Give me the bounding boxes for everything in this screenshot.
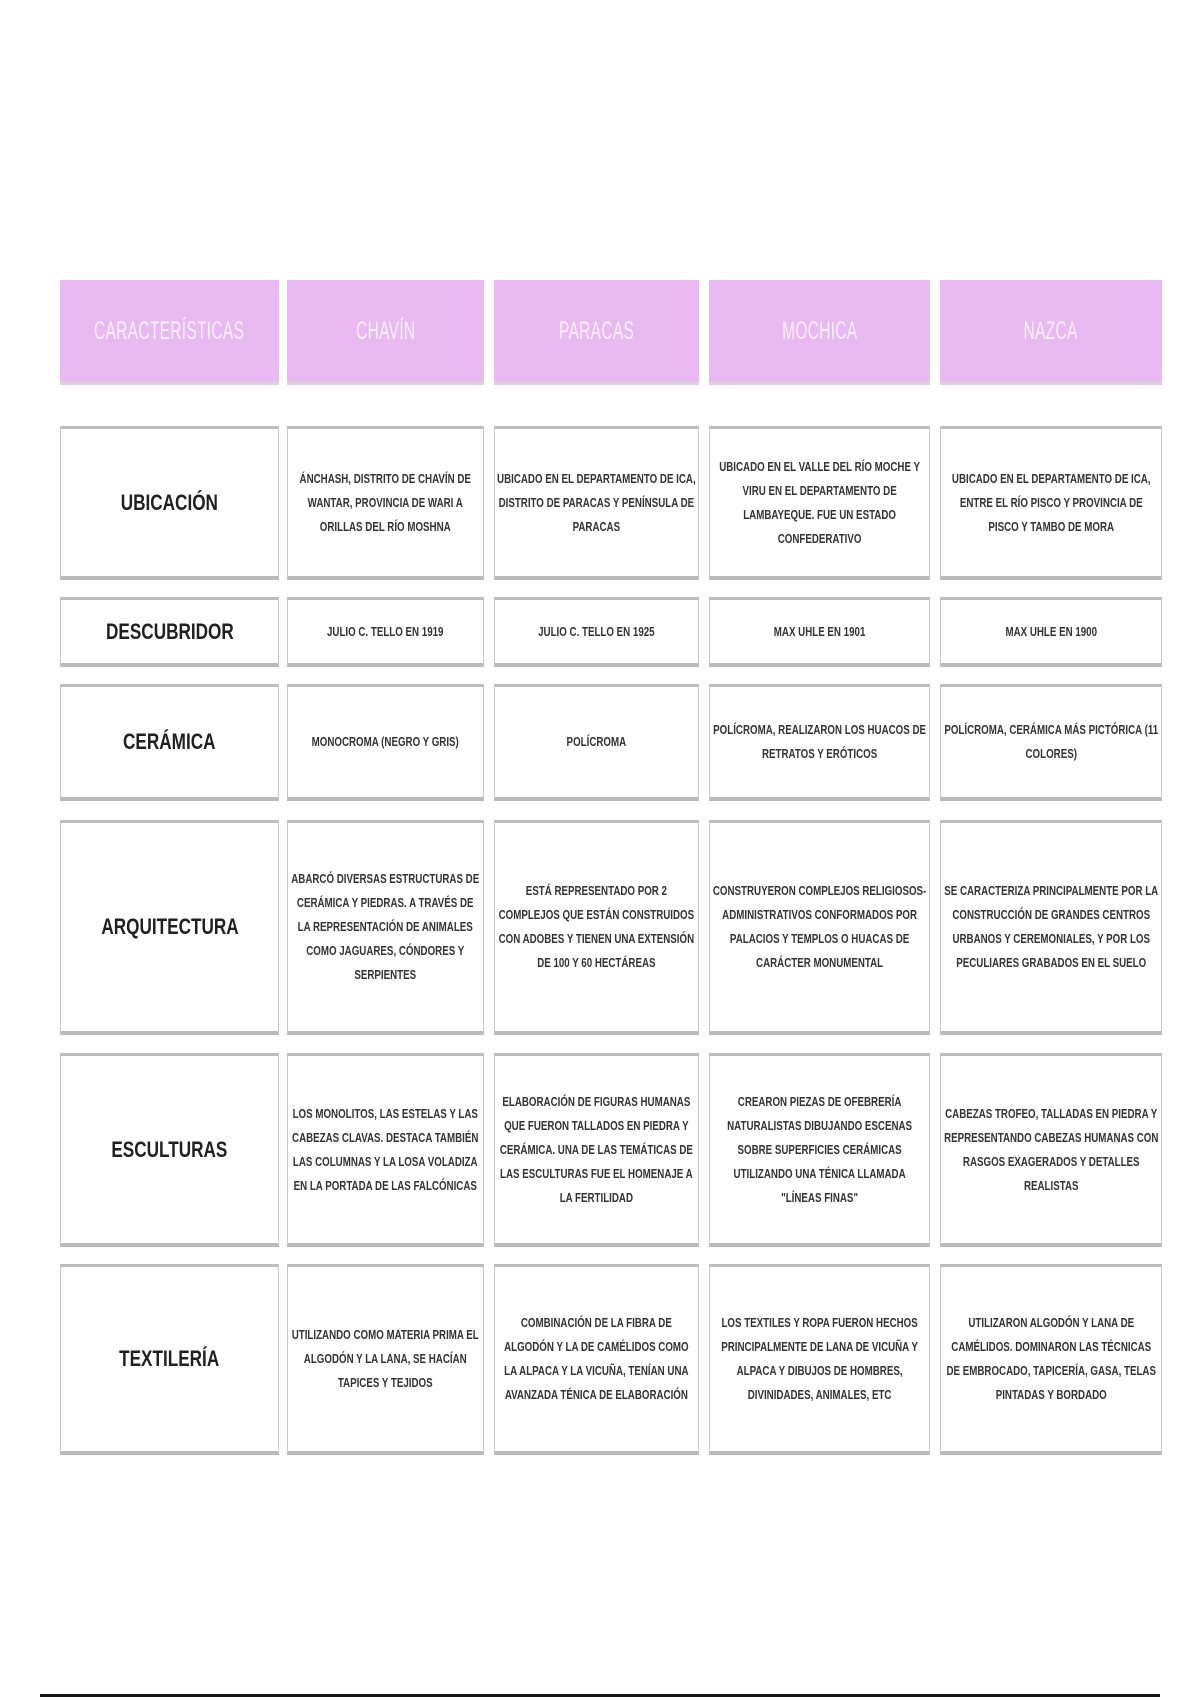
row-label-cell: ESCULTURAS [60,1053,279,1247]
table-cell-text: MONOCROMA (NEGRO Y GRIS) [311,735,460,749]
table-cell: POLÍCROMA, REALIZARON LOS HUACOS DE RETR… [709,684,930,801]
row-label-cell-text: CERÁMICA [123,729,216,754]
table-cell-text: UBICADO EN EL VALLE DEL RÍO MOCHE Y VIRU… [719,459,920,546]
row-label-cell: TEXTILERÍA [60,1264,279,1455]
table-cell-text: MAX UHLE EN 1900 [1005,624,1097,639]
table-cell-text: CABEZAS TROFEO, TALLADAS EN PIEDRA Y REP… [943,1106,1159,1193]
table-cell-text: UTILIZANDO COMO MATERIA PRIMA EL ALGODÓN… [291,1328,480,1390]
table-cell-text: CREARON PIEZAS DE OFEBRERÍA NATURALISTAS… [727,1094,912,1205]
header-cell-text: MOCHICA [781,316,858,345]
table-cell-text: ESTÁ REPRESENTADO POR 2 COMPLEJOS QUE ES… [498,884,695,970]
table-cell: CABEZAS TROFEO, TALLADAS EN PIEDRA Y REP… [940,1053,1162,1247]
table-cell-text: UTILIZARON ALGODÓN Y LANA DE CAMÉLIDOS. … [946,1316,1156,1402]
table-cell-text: COMBINACIÓN DE LA FIBRA DE ALGODÓN Y LA … [504,1316,689,1402]
row-label-cell-text: DESCUBRIDOR [105,618,234,644]
header-cell-text: PARACAS [558,316,635,345]
table-cell: ELABORACIÓN DE FIGURAS HUMANAS QUE FUERO… [494,1053,699,1247]
table-cell-text: ABARCÓ DIVERSAS ESTRUCTURAS DE CERÁMICA … [291,872,480,982]
table-cell: UTILIZARON ALGODÓN Y LANA DE CAMÉLIDOS. … [940,1264,1162,1455]
table-cell: COMBINACIÓN DE LA FIBRA DE ALGODÓN Y LA … [494,1264,699,1455]
row-label-cell: ARQUITECTURA [60,820,279,1035]
table-cell: CREARON PIEZAS DE OFEBRERÍA NATURALISTAS… [709,1053,930,1247]
table-cell: LOS TEXTILES Y ROPA FUERON HECHOS PRINCI… [709,1264,930,1455]
row-label-cell: CERÁMICA [60,684,279,801]
table-cell: LOS MONOLITOS, LAS ESTELAS Y LAS CABEZAS… [287,1053,484,1247]
table-cell: MAX UHLE EN 1900 [940,597,1162,667]
header-cell: MOCHICA [709,280,930,385]
header-cell-text: NAZCA [1023,316,1079,345]
table-cell: ESTÁ REPRESENTADO POR 2 COMPLEJOS QUE ES… [494,820,699,1035]
table-cell-text: UBICADO EN EL DEPARTAMENTO DE ICA, ENTRE… [951,471,1151,534]
row-label-cell: DESCUBRIDOR [60,597,279,667]
table-cell-text: LOS MONOLITOS, LAS ESTELAS Y LAS CABEZAS… [292,1106,479,1193]
table-cell-text: SE CARACTERIZA PRINCIPALMENTE POR LA CON… [944,884,1158,970]
row-label-cell-text: ESCULTURAS [111,1136,228,1162]
table-cell-text: JULIO C. TELLO EN 1919 [327,624,444,639]
header-cell: CARACTERÍSTICAS [60,280,279,385]
table-cell: MAX UHLE EN 1901 [709,597,930,667]
table-cell-text: LOS TEXTILES Y ROPA FUERON HECHOS PRINCI… [721,1316,918,1402]
table-cell: POLÍCROMA, CERÁMICA MÁS PICTÓRICA (11 CO… [940,684,1162,801]
table-cell: MONOCROMA (NEGRO Y GRIS) [287,684,484,801]
table-cell-text: POLÍCROMA, REALIZARON LOS HUACOS DE RETR… [713,723,926,761]
header-cell: NAZCA [940,280,1162,385]
table-cell: ABARCÓ DIVERSAS ESTRUCTURAS DE CERÁMICA … [287,820,484,1035]
table-cell-text: POLÍCROMA [566,735,627,749]
table-cell: UBICADO EN EL VALLE DEL RÍO MOCHE Y VIRU… [709,426,930,580]
row-label-cell-text: UBICACIÓN [120,489,219,515]
table-cell: POLÍCROMA [494,684,699,801]
table-cell: JULIO C. TELLO EN 1925 [494,597,699,667]
header-cell: CHAVÍN [287,280,484,385]
header-cell-text: CHAVÍN [355,316,416,345]
row-label-cell: UBICACIÓN [60,426,279,580]
header-cell: PARACAS [494,280,699,385]
table-cell-text: JULIO C. TELLO EN 1925 [538,624,655,639]
header-cell-text: CARACTERÍSTICAS [94,316,245,345]
table-cell-text: UBICADO EN EL DEPARTAMENTO DE ICA, DISTR… [497,471,696,534]
table-cell: UBICADO EN EL DEPARTAMENTO DE ICA, ENTRE… [940,426,1162,580]
table-cell-text: MAX UHLE EN 1901 [773,624,866,639]
table-cell: JULIO C. TELLO EN 1919 [287,597,484,667]
row-label-cell-text: TEXTILERÍA [119,1346,220,1371]
table-cell-text: ÁNCHASH, DISTRITO DE CHAVÍN DE WANTAR, P… [299,471,472,534]
table-cell: ÁNCHASH, DISTRITO DE CHAVÍN DE WANTAR, P… [287,426,484,580]
table-cell-text: ELABORACIÓN DE FIGURAS HUMANAS QUE FUERO… [499,1094,694,1205]
table-cell: UTILIZANDO COMO MATERIA PRIMA EL ALGODÓN… [287,1264,484,1455]
table-cell: UBICADO EN EL DEPARTAMENTO DE ICA, DISTR… [494,426,699,580]
table-cell: CONSTRUYERON COMPLEJOS RELIGIOSOS-ADMINI… [709,820,930,1035]
row-label-cell-text: ARQUITECTURA [100,914,239,939]
table-cell: SE CARACTERIZA PRINCIPALMENTE POR LA CON… [940,820,1162,1035]
table-cell-text: CONSTRUYERON COMPLEJOS RELIGIOSOS-ADMINI… [712,884,927,970]
table-cell-text: POLÍCROMA, CERÁMICA MÁS PICTÓRICA (11 CO… [944,723,1158,761]
page-bottom-divider [40,1694,1160,1697]
